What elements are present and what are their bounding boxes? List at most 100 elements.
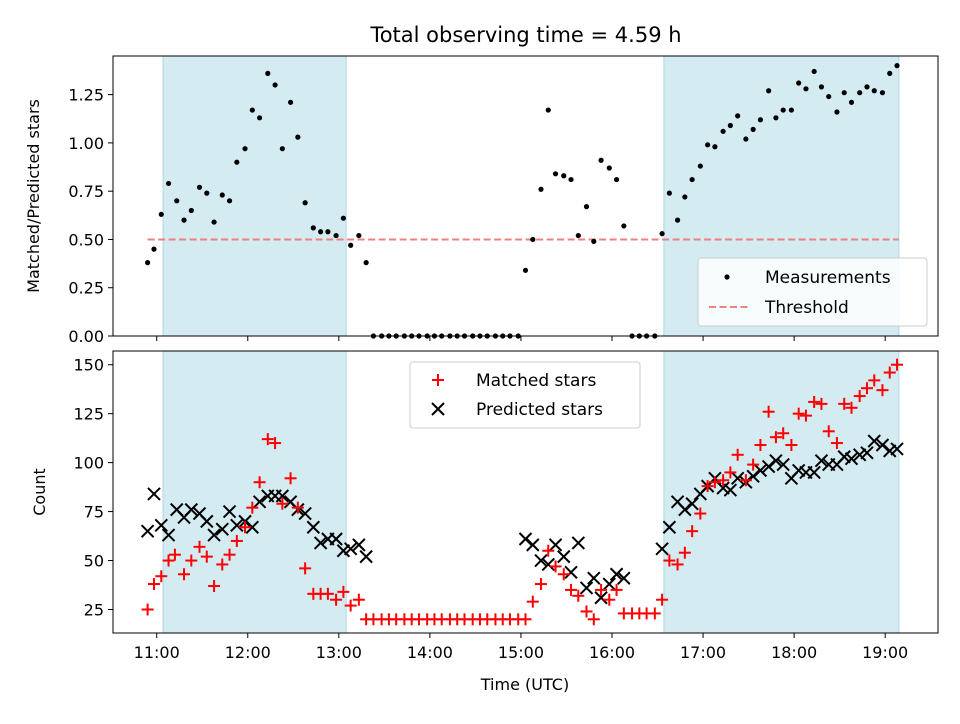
measurement-point: [621, 223, 627, 229]
x-tick-label: 17:00: [680, 643, 726, 662]
measurement-point: [575, 232, 581, 239]
matched-star-point: [246, 501, 259, 514]
x-tick-label: 18:00: [771, 643, 817, 662]
measurement-point: [864, 84, 870, 90]
measurement-point: [720, 128, 726, 134]
predicted-star-point: [200, 514, 214, 529]
matched-star-point: [572, 589, 585, 602]
ratio-observing-window-1: [162, 55, 347, 337]
measurement-point: [591, 238, 597, 244]
matched-star-point: [686, 525, 699, 538]
matched-star-point: [876, 384, 889, 397]
measurement-point: [834, 109, 840, 115]
measurement-point: [310, 225, 316, 231]
measurement-point: [598, 157, 604, 163]
measurement-point: [318, 229, 324, 235]
count-legend: Matched stars Predicted stars: [409, 361, 641, 429]
predicted-star-point: [723, 483, 738, 497]
predicted-star-point: [184, 502, 199, 517]
matched-star-point: [193, 540, 206, 553]
measurement-point: [583, 204, 590, 210]
predicted-star-point: [245, 520, 260, 534]
measurement-point: [613, 176, 620, 183]
matched-star-point: [694, 507, 707, 520]
ratio-y-tick-label: 0.00: [68, 327, 104, 346]
matched-star-point: [724, 466, 737, 479]
predicted-star-point: [215, 522, 229, 536]
measurement-point: [757, 117, 764, 123]
measurement-point: [818, 84, 825, 90]
predicted-star-point: [753, 463, 768, 478]
measurement-point: [561, 173, 567, 179]
measurement-point: [606, 165, 612, 171]
measurement-point: [743, 136, 749, 142]
matched-star-point: [155, 570, 168, 583]
measurement-point: [857, 90, 863, 96]
matched-star-point: [162, 554, 175, 567]
ratio-y-tick-label: 1.25: [68, 86, 104, 105]
matched-star-point: [253, 476, 266, 489]
measurement-point: [181, 217, 187, 223]
matched-star-point: [860, 382, 873, 395]
predicted-star-point: [329, 532, 343, 546]
ratio-y-tick-label: 0.50: [68, 230, 104, 249]
measurement-point: [272, 82, 278, 88]
predicted-star-point: [867, 434, 881, 448]
matched-star-point: [822, 425, 835, 438]
matched-star-point: [754, 439, 767, 451]
matched-star-point: [792, 407, 805, 420]
predicted-star-point: [548, 538, 563, 552]
measurement-point: [249, 107, 255, 113]
predicted-star-point: [587, 571, 601, 585]
measurement-point: [302, 200, 308, 206]
measurement-point: [697, 163, 703, 169]
matched-star-point: [291, 501, 304, 514]
threshold-legend-label: Threshold: [764, 298, 849, 318]
chart-title: Total observing time = 4.59 h: [369, 23, 681, 47]
predicted-star-point: [685, 497, 699, 511]
matched-star-point: [519, 613, 532, 626]
matched-star-point: [147, 578, 160, 591]
predicted-star-point: [161, 528, 176, 542]
matched-star-point: [595, 583, 608, 596]
predicted-star-point: [571, 536, 586, 550]
matched-star-point: [868, 374, 881, 387]
predicted-star-point: [776, 457, 790, 472]
measurement-point: [257, 115, 263, 121]
matched-star-point: [299, 562, 312, 575]
measurement-point: [773, 115, 779, 121]
measurement-point: [538, 186, 544, 192]
matched-star-point: [815, 397, 828, 410]
measurement-point: [356, 232, 362, 239]
predicted-star-point: [526, 538, 540, 552]
predicted-star-point: [617, 571, 631, 585]
measurement-point: [871, 88, 877, 94]
predicted-star-point: [807, 465, 821, 480]
matched-star-point: [799, 409, 812, 422]
predicted-star-point: [147, 487, 161, 501]
measurement-point: [811, 68, 817, 75]
predicted-star-point: [557, 549, 571, 564]
predicted-star-point: [564, 565, 578, 579]
ratio-y-tick-label: 0.75: [68, 182, 104, 201]
matched-star-point: [534, 578, 547, 591]
predicted-star-point: [306, 520, 321, 534]
matched-star-point: [891, 358, 904, 371]
predicted-legend-marker: [431, 402, 445, 416]
matched-star-point: [580, 605, 593, 618]
matched-star-point: [663, 554, 676, 567]
matched-star-point: [731, 448, 744, 461]
matched-legend-marker: [432, 374, 444, 386]
matched-star-point: [678, 546, 691, 559]
ratio-y-axis-label: Matched/Predicted stars: [24, 99, 43, 293]
matched-star-point: [610, 583, 623, 596]
x-tick-label: 12:00: [225, 643, 271, 662]
measurement-point: [780, 107, 786, 113]
matched-star-point: [671, 558, 684, 571]
matched-star-point: [557, 568, 570, 581]
predicted-star-point: [655, 542, 669, 556]
measurement-point: [242, 146, 248, 152]
matched-star-point: [708, 476, 721, 489]
measurement-point: [879, 90, 886, 96]
